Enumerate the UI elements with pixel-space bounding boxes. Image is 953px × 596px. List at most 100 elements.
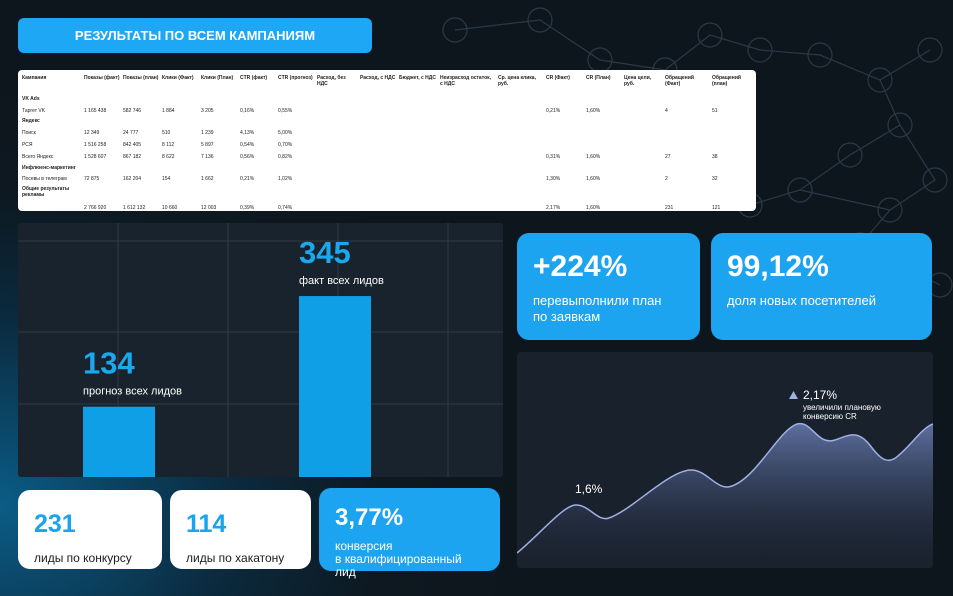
table-cell: 2,17% bbox=[546, 205, 561, 211]
column-header: CTR (факт) bbox=[240, 75, 268, 81]
table-cell: 121 bbox=[712, 205, 721, 211]
results-table: Кампания Показы (факт) Показы (план) Клики … bbox=[18, 70, 756, 211]
area-line bbox=[517, 423, 933, 554]
table-cell: Таргет VK bbox=[22, 108, 46, 114]
table-cell: 1,60% bbox=[586, 154, 601, 160]
table-cell: 12 349 bbox=[84, 130, 100, 136]
leads-chart: 134 прогноз всех лидов 345 факт всех лидов bbox=[18, 223, 503, 477]
table-cell: 1 528 607 bbox=[84, 154, 107, 160]
table-cell: 0,82% bbox=[278, 154, 293, 160]
table-cell: 5,00% bbox=[278, 130, 293, 136]
stat-label: конверсия в квалифицированный лид bbox=[335, 540, 484, 579]
table-cell: Всего Яндекс bbox=[22, 154, 54, 160]
table-cell: 5 897 bbox=[201, 142, 214, 148]
stat-card: 231 лиды по конкурсу bbox=[18, 490, 162, 569]
stat-label: лиды по хакатону bbox=[186, 550, 295, 566]
label-line: перевыполнили план bbox=[533, 293, 662, 308]
table-cell: 8 112 bbox=[162, 142, 175, 148]
column-header: Расход, без НДС bbox=[317, 75, 346, 87]
stat-label: перевыполнили план по заявкам bbox=[533, 293, 684, 325]
table-cell: 4,13% bbox=[240, 130, 255, 136]
table-cell: 3 205 bbox=[201, 108, 214, 114]
start-label: 1,6% bbox=[575, 482, 603, 496]
table-cell: 32 bbox=[712, 176, 718, 182]
table-cell: 0,74% bbox=[278, 205, 293, 211]
table-cell: 0,55% bbox=[278, 108, 293, 114]
label-line: лиды по хакатону bbox=[186, 551, 285, 565]
table-cell: 1 612 132 bbox=[123, 205, 146, 211]
table-cell: 12 003 bbox=[201, 205, 217, 211]
column-header: Кампания bbox=[22, 75, 47, 81]
label-line: конверсия bbox=[335, 539, 393, 553]
column-header: Клики (План) bbox=[201, 75, 234, 81]
table-cell: РСЯ bbox=[22, 142, 33, 148]
column-header: Клики (Факт) bbox=[162, 75, 194, 81]
table-cell: 867 182 bbox=[123, 154, 142, 160]
table-cell: 0,54% bbox=[240, 142, 255, 148]
table-cell: 4 bbox=[665, 108, 668, 114]
label-line: по заявкам bbox=[533, 309, 601, 324]
column-header: Показы (факт) bbox=[84, 75, 120, 81]
table-cell: 1 662 bbox=[201, 176, 214, 182]
column-header: Яндекс bbox=[22, 118, 40, 124]
stat-value: 3,77% bbox=[335, 504, 404, 531]
column-header: VK Ads bbox=[22, 96, 40, 102]
table-cell: 162 204 bbox=[123, 176, 142, 182]
value-label: 345 bbox=[299, 235, 351, 270]
table-cell: 1,30% bbox=[546, 176, 561, 182]
end-note: конверсию CR bbox=[803, 412, 857, 421]
grid bbox=[18, 223, 503, 477]
label-line: в квалифицированный лид bbox=[335, 552, 462, 579]
bar bbox=[299, 296, 371, 477]
column-header: Расход, с НДС bbox=[360, 75, 396, 81]
column-header: Обращений (Факт) bbox=[665, 75, 694, 87]
table-cell: 38 bbox=[712, 154, 718, 160]
table-cell: 1,60% bbox=[586, 108, 601, 114]
table-cell: 51 bbox=[712, 108, 718, 114]
table-cell: 1,02% bbox=[278, 176, 293, 182]
table-cell: Посевы в телеграм bbox=[22, 176, 67, 182]
table-cell: 0,70% bbox=[278, 142, 293, 148]
table-cell: 8 622 bbox=[162, 154, 175, 160]
stat-card: +224% перевыполнили план по заявкам bbox=[517, 233, 700, 340]
end-note: увеличили плановую bbox=[803, 403, 881, 412]
table-cell: 582 746 bbox=[123, 108, 142, 114]
stat-card: 3,77% конверсия в квалифицированный лид bbox=[319, 488, 500, 579]
stat-label: доля новых посетителей bbox=[727, 293, 916, 309]
column-header: Инфлюенс-маркетинг bbox=[22, 165, 76, 171]
table-cell: 0,31% bbox=[546, 154, 561, 160]
stat-value: 114 bbox=[186, 510, 227, 538]
table-cell: 1 165 438 bbox=[84, 108, 107, 114]
table-cell: 0,21% bbox=[240, 176, 255, 182]
category-label: факт всех лидов bbox=[299, 275, 384, 287]
up-icon bbox=[789, 391, 798, 399]
column-header: CR (План) bbox=[586, 75, 611, 81]
value-label: 134 bbox=[83, 346, 135, 381]
column-header: Неизрасход остаток, с НДС bbox=[440, 75, 492, 87]
column-header: Ср. цена клика, руб. bbox=[498, 75, 536, 87]
column-header: Бюджет, с НДС bbox=[399, 75, 436, 81]
stat-card: 114 лиды по хакатону bbox=[170, 490, 311, 569]
table-cell: 1,60% bbox=[586, 205, 601, 211]
title-badge: РЕЗУЛЬТАТЫ ПО ВСЕМ КАМПАНИЯМ bbox=[18, 18, 372, 53]
stat-value: +224% bbox=[533, 250, 628, 283]
stat-value: 99,12% bbox=[727, 250, 829, 283]
column-header: Обращений (план) bbox=[712, 75, 741, 87]
table-cell: 72 875 bbox=[84, 176, 100, 182]
table-cell: 842 405 bbox=[123, 142, 142, 148]
table-cell: 1 516 258 bbox=[84, 142, 107, 148]
column-header: Показы (план) bbox=[123, 75, 159, 81]
table-cell: 1 884 bbox=[162, 108, 175, 114]
column-header: Общие результаты рекламы bbox=[22, 186, 70, 198]
table-cell: 10 660 bbox=[162, 205, 178, 211]
table-cell: 154 bbox=[162, 176, 171, 182]
table-cell: 2 766 920 bbox=[84, 205, 107, 211]
end-label: 2,17% bbox=[803, 388, 837, 402]
stat-card: 99,12% доля новых посетителей bbox=[711, 233, 932, 340]
table-cell: 0,39% bbox=[240, 205, 255, 211]
table-cell: 1 239 bbox=[201, 130, 214, 136]
table-cell: 24 777 bbox=[123, 130, 139, 136]
table-cell: 231 bbox=[665, 205, 674, 211]
table-cell: Поиск bbox=[22, 130, 36, 136]
